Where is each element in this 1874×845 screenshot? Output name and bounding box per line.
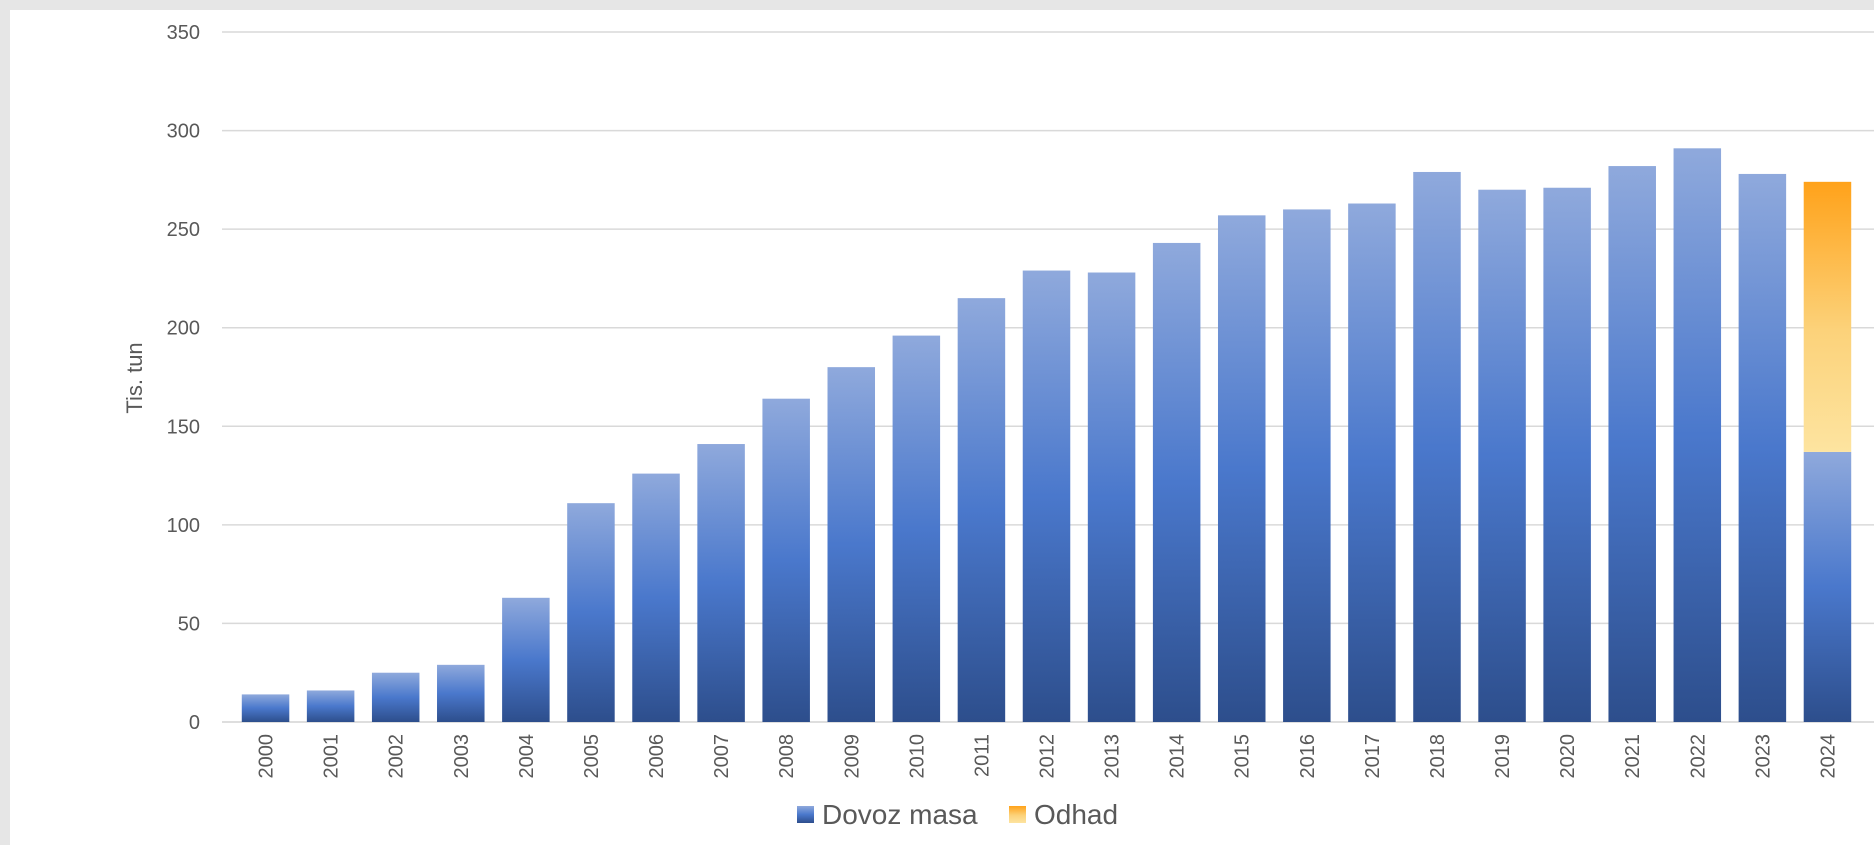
y-tick-label: 100 xyxy=(167,515,200,537)
x-tick-label: 2024 xyxy=(1817,734,1839,779)
x-tick-label: 2023 xyxy=(1752,734,1774,779)
y-axis-ticks: 0 50 100 150 200 250 300 350 xyxy=(167,22,200,734)
bar-dovoz-masa-2014 xyxy=(1152,242,1201,722)
x-tick-label: 2017 xyxy=(1362,734,1384,779)
bar-dovoz-masa-2000 xyxy=(241,694,290,722)
x-tick-label: 2016 xyxy=(1297,734,1319,779)
bar-dovoz-masa-2009 xyxy=(827,367,876,722)
x-tick-label: 2012 xyxy=(1037,734,1059,779)
legend-label-odhad: Odhad xyxy=(1034,799,1118,830)
bar-dovoz-masa-2013 xyxy=(1087,272,1136,722)
y-tick-label: 150 xyxy=(167,416,200,438)
x-tick-label: 2007 xyxy=(711,734,733,779)
bars xyxy=(241,148,1852,723)
bar-dovoz-masa-2020 xyxy=(1543,187,1591,722)
bar-dovoz-masa-2016 xyxy=(1283,209,1331,722)
bar-dovoz-masa-2024 xyxy=(1803,451,1852,722)
y-tick-label: 50 xyxy=(178,613,200,635)
y-tick-label: 0 xyxy=(189,712,200,734)
x-tick-label: 2019 xyxy=(1492,734,1514,779)
chart-area: 0 50 100 150 200 250 300 350 2000 2001 2002 2003 20… xyxy=(10,10,1874,845)
bar-dovoz-masa-2010 xyxy=(892,335,941,722)
y-tick-label: 250 xyxy=(167,219,200,241)
bar-dovoz-masa-2005 xyxy=(567,503,615,722)
x-tick-label: 2018 xyxy=(1427,734,1449,779)
x-tick-label: 2008 xyxy=(776,734,798,779)
x-tick-label: 2014 xyxy=(1167,734,1189,779)
x-tick-label: 2010 xyxy=(906,734,928,779)
bar-dovoz-masa-2022 xyxy=(1673,148,1722,723)
x-tick-label: 2002 xyxy=(386,734,408,779)
bar-dovoz-masa-2017 xyxy=(1348,203,1396,722)
bar-dovoz-masa-2019 xyxy=(1478,189,1526,722)
bar-dovoz-masa-2008 xyxy=(762,398,810,722)
bar-dovoz-masa-2018 xyxy=(1413,171,1461,722)
bar-dovoz-masa-2021 xyxy=(1608,166,1656,723)
x-tick-label: 2004 xyxy=(516,734,538,779)
bar-dovoz-masa-2002 xyxy=(371,672,420,722)
y-tick-label: 300 xyxy=(167,121,200,143)
x-tick-label: 2006 xyxy=(646,734,668,779)
y-tick-label: 200 xyxy=(167,318,200,340)
x-tick-label: 2001 xyxy=(321,734,343,779)
y-tick-label: 350 xyxy=(167,22,200,44)
legend-swatch-odhad xyxy=(1009,806,1026,823)
x-tick-label: 2009 xyxy=(841,734,863,779)
legend: Dovoz masa Odhad xyxy=(797,799,1118,830)
x-axis-ticks: 2000 2001 2002 2003 2004 2005 2006 2007 2008 2009… xyxy=(256,734,1840,779)
bar-dovoz-masa-2006 xyxy=(632,473,680,722)
x-tick-label: 2015 xyxy=(1232,734,1254,779)
bar-dovoz-masa-2003 xyxy=(437,664,485,722)
x-tick-label: 2003 xyxy=(451,734,473,779)
y-axis-title: Tis. tun xyxy=(122,342,147,413)
bar-dovoz-masa-2004 xyxy=(502,597,550,722)
x-tick-label: 2020 xyxy=(1557,734,1579,779)
x-tick-label: 2021 xyxy=(1622,734,1644,779)
x-tick-label: 2013 xyxy=(1102,734,1124,779)
bar-dovoz-masa-2001 xyxy=(306,690,355,722)
legend-label-dovoz-masa: Dovoz masa xyxy=(822,799,978,830)
bar-dovoz-masa-2011 xyxy=(957,298,1006,722)
x-tick-label: 2022 xyxy=(1687,734,1709,779)
legend-swatch-dovoz-masa xyxy=(797,806,814,823)
bar-dovoz-masa-2012 xyxy=(1022,270,1071,722)
x-tick-label: 2000 xyxy=(256,734,278,779)
bar-dovoz-masa-2015 xyxy=(1217,215,1266,723)
bar-dovoz-masa-2007 xyxy=(697,444,745,722)
bar-odhad-2024 xyxy=(1803,181,1852,452)
x-tick-label: 2005 xyxy=(581,734,603,779)
x-tick-label: 2011 xyxy=(971,734,993,777)
bar-dovoz-masa-2023 xyxy=(1738,173,1787,722)
